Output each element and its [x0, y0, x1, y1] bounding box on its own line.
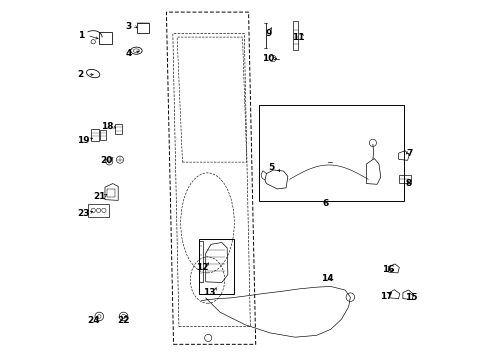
Text: 7: 7 [406, 149, 413, 158]
Text: 17: 17 [380, 292, 392, 301]
Bar [398, 175, 411, 183]
Bar [92, 129, 99, 141]
Text: 2: 2 [77, 70, 84, 79]
Bar [88, 203, 109, 217]
Text: 3: 3 [126, 22, 132, 31]
Text: 23: 23 [77, 210, 90, 219]
Text: 1: 1 [77, 31, 84, 40]
Text: 15: 15 [405, 293, 417, 302]
Text: 10: 10 [262, 54, 274, 63]
Text: 11: 11 [293, 33, 305, 42]
Text: 13: 13 [203, 288, 216, 297]
Text: 18: 18 [101, 122, 114, 131]
Text: 24: 24 [88, 315, 100, 324]
Text: 16: 16 [382, 265, 394, 274]
Bar [99, 130, 106, 140]
Bar [115, 123, 122, 134]
Text: 8: 8 [406, 179, 412, 188]
Text: 14: 14 [321, 274, 334, 283]
Bar [107, 189, 115, 197]
Bar [98, 32, 112, 44]
Text: 20: 20 [100, 156, 113, 165]
Text: 12: 12 [196, 263, 208, 272]
Bar [259, 105, 404, 202]
Text: 9: 9 [265, 29, 271, 38]
Text: 21: 21 [93, 192, 105, 201]
Text: 5: 5 [269, 163, 275, 172]
Text: 4: 4 [126, 49, 132, 58]
Bar [198, 239, 234, 294]
Text: 22: 22 [117, 315, 130, 324]
Text: 6: 6 [322, 199, 328, 208]
Text: 19: 19 [77, 136, 90, 145]
